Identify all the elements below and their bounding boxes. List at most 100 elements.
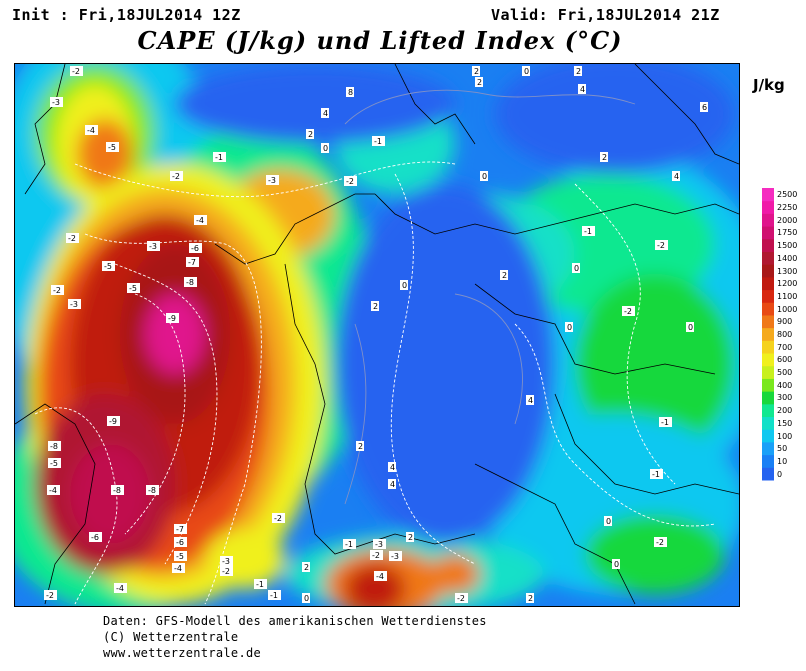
lifted-index-label: 4	[390, 480, 395, 489]
lifted-index-label: 4	[323, 109, 328, 118]
lifted-index-label: -1	[345, 540, 353, 549]
color-scale-band	[762, 213, 774, 227]
color-scale-band	[762, 238, 774, 252]
lifted-index-label-box	[574, 66, 582, 76]
legend-unit: J/kg	[753, 76, 785, 94]
color-scale-band	[762, 416, 774, 430]
footer-website[interactable]: www.wetterzentrale.de	[103, 646, 262, 660]
color-scale-band	[762, 302, 774, 316]
lifted-index-label-box	[306, 129, 314, 139]
lifted-index-label-box	[89, 532, 102, 542]
color-scale-label: 2500	[777, 190, 798, 200]
lifted-index-label: 8	[348, 88, 353, 97]
lifted-index-label-box	[106, 142, 119, 152]
lifted-index-label-box	[346, 87, 354, 97]
lifted-index-label-box	[174, 537, 187, 547]
lifted-index-label: -3	[391, 552, 399, 561]
lifted-index-label: 0	[574, 264, 579, 273]
color-scale-band	[762, 289, 774, 303]
lifted-index-label-box	[475, 77, 483, 87]
lifted-index-label: -4	[196, 216, 204, 225]
lifted-index-label: -4	[174, 564, 182, 573]
lifted-index-label: -8	[186, 278, 194, 287]
lifted-index-label: 2	[477, 78, 482, 87]
lifted-index-label: -1	[374, 137, 382, 146]
color-scale-label: 600	[777, 355, 793, 365]
lifted-index-label-box	[302, 593, 310, 603]
lifted-index-label: -1	[270, 591, 278, 600]
color-scale-label: 150	[777, 418, 793, 428]
lifted-index-label-box	[370, 550, 383, 560]
cape-field: -2-3-4-5-1-2 -3-4-6-7-8-5-3-2-5-9-3-2-9-8…	[15, 64, 739, 606]
lifted-index-label: -1	[652, 470, 660, 479]
lifted-index-label-box	[373, 539, 386, 549]
lifted-index-label: -8	[148, 486, 156, 495]
color-scale-band	[762, 429, 774, 443]
color-scale-band	[762, 353, 774, 367]
lifted-index-label-box	[565, 322, 573, 332]
color-scale-band	[762, 264, 774, 278]
lifted-index-label-box	[172, 563, 185, 573]
lifted-index-label-box	[659, 417, 672, 427]
lifted-index-label: -3	[149, 242, 157, 251]
lifted-index-label-box	[146, 485, 159, 495]
lifted-index-label: -4	[116, 584, 124, 593]
lifted-index-contours	[34, 161, 716, 605]
lifted-index-label-box	[650, 469, 663, 479]
lifted-index-label: -4	[49, 486, 57, 495]
lifted-index-label-box	[686, 322, 694, 332]
weather-map: -2 -3 -4 -5 -1 -2 -3 -4 -6 -7 -8 -5 -3 -2 -5 -9 -3 -2 -9 -8…	[14, 63, 740, 607]
lifted-index-label: -2	[172, 172, 180, 181]
lifted-index-label-box	[174, 524, 187, 534]
lifted-index-label: 6	[702, 103, 707, 112]
lifted-index-label: 4	[390, 463, 395, 472]
lifted-index-label-box	[184, 277, 197, 287]
lifted-index-label-box	[268, 590, 281, 600]
lifted-index-label: -3	[268, 176, 276, 185]
lifted-index-label: 0	[323, 144, 328, 153]
color-scale-label: 2250	[777, 203, 798, 213]
color-scale-band	[762, 251, 774, 265]
lifted-index-label: -3	[222, 557, 230, 566]
lifted-index-label-box	[700, 102, 708, 112]
lifted-index-label-box	[344, 176, 357, 186]
coastlines	[15, 64, 739, 605]
color-scale-label: 1300	[777, 266, 798, 276]
lifted-index-label: 0	[402, 281, 407, 290]
lifted-index-label-box	[68, 299, 81, 309]
lifted-index-label-box	[472, 66, 480, 76]
lifted-index-label: -2	[222, 567, 230, 576]
lifted-index-label: -2	[657, 241, 665, 250]
lifted-index-label: 0	[688, 323, 693, 332]
lifted-index-label: -3	[70, 300, 78, 309]
color-scale-label: 10	[777, 456, 788, 466]
lifted-index-label-box	[114, 583, 127, 593]
lifted-index-label: -2	[274, 514, 282, 523]
lifted-index-label-box	[50, 97, 63, 107]
lifted-index-label-box	[174, 551, 187, 561]
lifted-index-label: -6	[176, 538, 184, 547]
color-scale-label: 1000	[777, 304, 798, 314]
lifted-index-label-box	[654, 537, 667, 547]
lifted-index-label: -3	[52, 98, 60, 107]
color-scale-label: 1750	[777, 228, 798, 238]
lifted-index-label-box	[321, 108, 329, 118]
valid-time: Valid: Fri,18JUL2014 21Z	[491, 6, 720, 24]
lifted-index-label: 2	[474, 67, 479, 76]
lifted-index-label: 2	[408, 533, 413, 542]
color-scale-label: 1500	[777, 241, 798, 251]
lifted-index-label-box	[522, 66, 530, 76]
lifted-index-label-box	[66, 233, 79, 243]
lifted-index-label: -5	[108, 143, 116, 152]
color-scale-label: 700	[777, 342, 793, 352]
lifted-index-label-box	[389, 551, 402, 561]
lifted-index-label: -9	[109, 417, 117, 426]
map-title: CAPE (J/kg) und Lifted Index (°C)	[137, 26, 623, 55]
lifted-index-label: 2	[304, 563, 309, 572]
lifted-index-label-box	[254, 579, 267, 589]
lifted-index-label: -8	[50, 442, 58, 451]
lifted-index-label: 0	[614, 560, 619, 569]
lifted-index-label-box	[48, 441, 61, 451]
lifted-index-label: 4	[580, 85, 585, 94]
color-scale	[762, 188, 774, 481]
